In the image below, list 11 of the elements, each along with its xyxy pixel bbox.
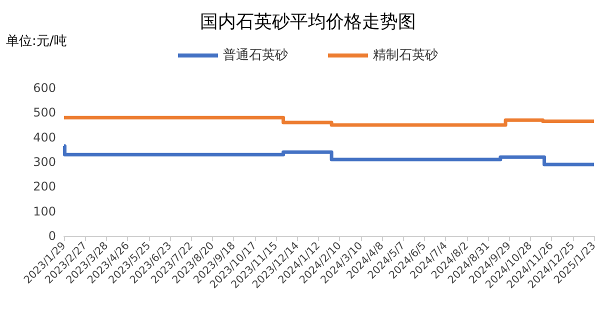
y-axis-title: 单位:元/吨 xyxy=(6,34,67,49)
chart-title: 国内石英砂平均价格走势图 xyxy=(200,12,416,32)
y-tick-label: 100 xyxy=(33,204,56,218)
y-tick-label: 0 xyxy=(48,229,56,243)
y-tick-label: 400 xyxy=(33,130,56,144)
y-tick-label: 500 xyxy=(33,106,56,120)
legend-label: 精制石英砂 xyxy=(373,48,438,63)
legend-label: 普通石英砂 xyxy=(223,47,288,63)
y-tick-label: 200 xyxy=(33,180,56,194)
y-tick-label: 600 xyxy=(33,81,56,95)
y-tick-label: 300 xyxy=(33,155,56,169)
